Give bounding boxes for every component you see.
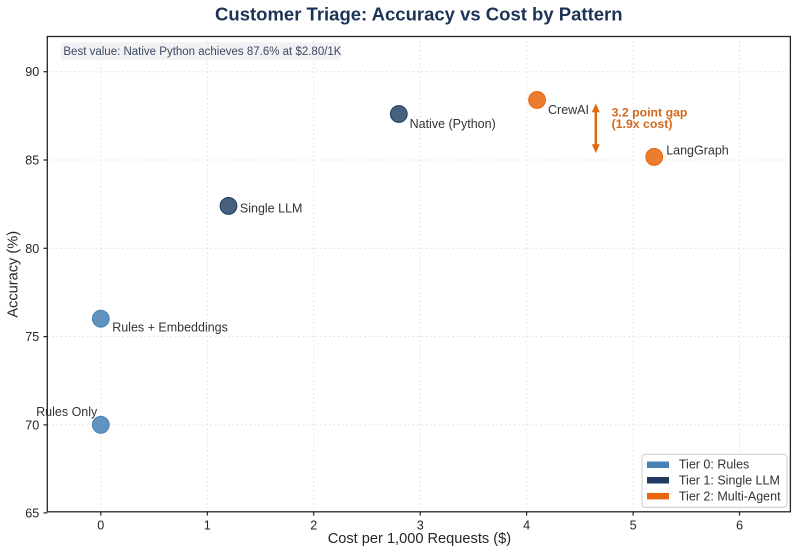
svg-text:1: 1 [204,519,211,533]
svg-text:70: 70 [25,418,39,432]
svg-text:Accuracy (%): Accuracy (%) [6,231,22,318]
svg-text:Tier 1: Single LLM: Tier 1: Single LLM [679,474,780,488]
svg-text:75: 75 [25,330,39,344]
svg-text:CrewAI: CrewAI [548,103,589,117]
svg-text:Rules Only: Rules Only [36,405,98,419]
svg-text:65: 65 [25,506,39,520]
svg-text:Native (Python): Native (Python) [410,117,496,131]
svg-text:Single LLM: Single LLM [240,201,303,215]
svg-text:3.2 point gap: 3.2 point gap [612,106,688,120]
svg-text:5: 5 [630,519,637,533]
svg-text:Tier 2: Multi-Agent: Tier 2: Multi-Agent [679,489,781,503]
svg-text:Rules + Embeddings: Rules + Embeddings [112,321,228,335]
svg-text:90: 90 [25,65,39,79]
svg-text:Best value: Native Python achi: Best value: Native Python achieves 87.6%… [63,46,341,58]
svg-text:4: 4 [523,519,530,533]
svg-text:80: 80 [25,242,39,256]
svg-text:3: 3 [417,519,424,533]
svg-text:85: 85 [25,154,39,168]
svg-text:Cost per 1,000 Requests ($): Cost per 1,000 Requests ($) [328,531,511,547]
svg-text:LangGraph: LangGraph [666,144,729,158]
svg-text:Customer Triage: Accuracy vs C: Customer Triage: Accuracy vs Cost by Pat… [215,4,622,25]
svg-text:6: 6 [736,519,743,533]
svg-text:0: 0 [97,519,104,533]
svg-text:Tier 0: Rules: Tier 0: Rules [679,457,749,471]
svg-text:(1.9x cost): (1.9x cost) [612,117,673,131]
svg-text:2: 2 [310,519,317,533]
